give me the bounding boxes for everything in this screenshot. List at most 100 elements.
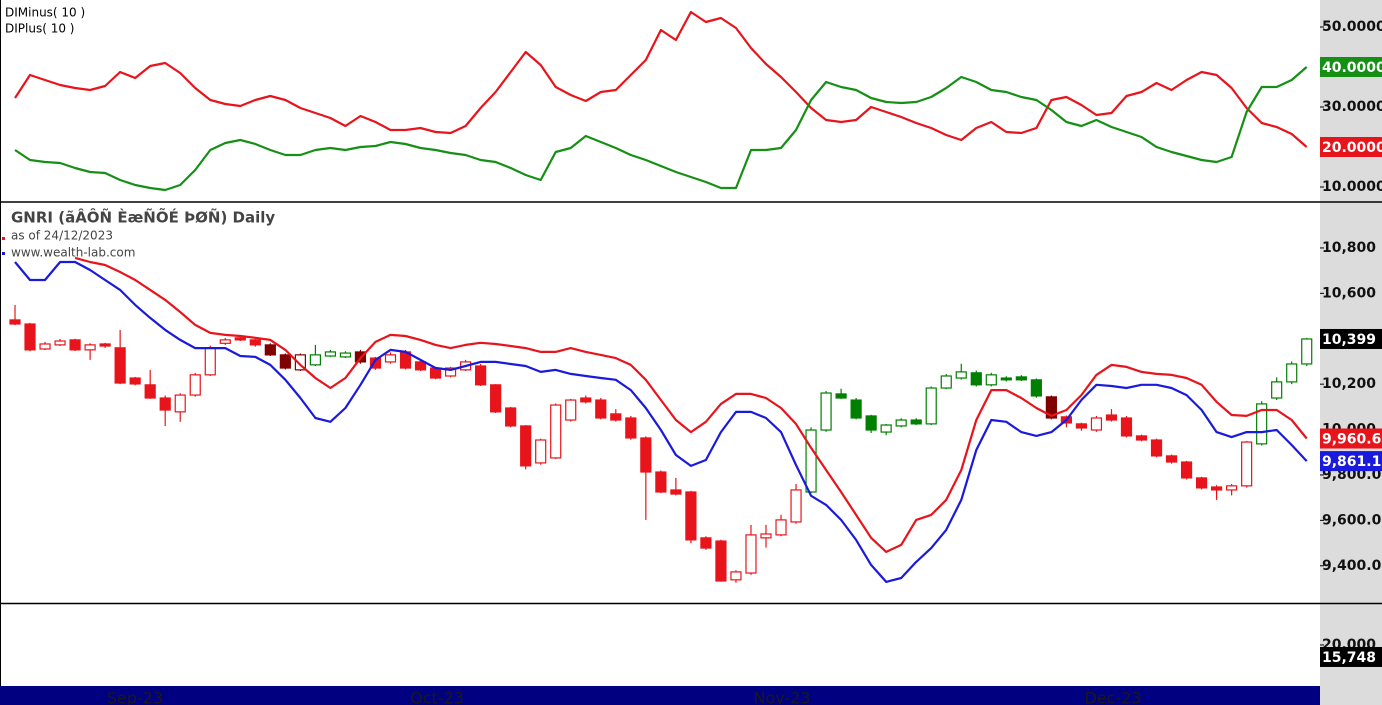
candle-body	[264, 344, 276, 356]
candle-body	[444, 367, 457, 377]
x-tick-label: Dec-23	[1084, 689, 1141, 705]
candle-body	[1030, 379, 1042, 397]
value-box	[1320, 646, 1382, 667]
candle-body	[339, 352, 352, 358]
candle-body	[910, 419, 922, 425]
candle-body	[895, 419, 907, 427]
candle-body	[955, 371, 967, 379]
candle-body	[1256, 403, 1268, 445]
candle-body	[309, 354, 321, 366]
candle-body	[580, 397, 592, 403]
chart-source: www.wealth-lab.com	[11, 246, 135, 260]
candle-body	[369, 357, 382, 369]
candle-body	[850, 399, 862, 419]
legend-marker	[2, 252, 5, 255]
candle-body	[610, 413, 622, 421]
candle-body	[159, 397, 171, 411]
date-bar	[0, 686, 1320, 705]
candle-body	[670, 489, 682, 495]
candle-body	[520, 425, 532, 467]
legend-marker	[2, 237, 5, 240]
candle-body	[880, 424, 892, 433]
candle-body	[384, 354, 397, 363]
candle-body	[625, 417, 637, 439]
candle-body	[129, 377, 141, 385]
candle-body	[820, 392, 832, 431]
chart-title: GNRI (ãÂÔÑ ÈæÑÕÉ ÞØÑ) Daily	[11, 208, 275, 227]
candle-body	[790, 489, 802, 523]
candle-body	[1301, 338, 1313, 365]
candle-body	[99, 343, 111, 347]
candle-body	[24, 323, 36, 351]
candle-body	[1150, 439, 1163, 457]
line-series	[74, 256, 1308, 553]
value-box-label: 20.0000	[1322, 140, 1382, 156]
candle-body	[9, 319, 21, 325]
candle-body	[535, 439, 547, 464]
candle-body	[39, 343, 51, 350]
candle-body	[985, 374, 997, 386]
candle-body	[1090, 417, 1103, 431]
candle-body	[279, 354, 291, 369]
candle-body	[1286, 363, 1298, 383]
candle-body	[1075, 423, 1088, 429]
line-series	[14, 10, 1308, 148]
candle-body	[700, 537, 712, 549]
candle-body	[1015, 376, 1027, 381]
candle-body	[114, 347, 126, 384]
candle-body	[550, 404, 562, 459]
candle-body	[760, 533, 772, 539]
candle-body	[865, 415, 877, 431]
candle-body	[174, 394, 186, 413]
candle-body	[414, 361, 427, 371]
candle-body	[1241, 441, 1253, 487]
y-tick-label: 10.0000	[1322, 179, 1382, 195]
candle-body	[1180, 461, 1193, 479]
candle-body	[1210, 486, 1223, 491]
axis-panel	[1320, 0, 1382, 705]
line-series	[14, 260, 1308, 583]
candle-body	[189, 374, 201, 396]
x-tick-label: Oct-23	[410, 689, 464, 705]
candle-body	[685, 491, 697, 541]
chart-subtitle: as of 24/12/2023	[11, 229, 113, 243]
candle-body	[324, 351, 337, 357]
candle-body	[1226, 485, 1238, 491]
y-tick-label: 30.0000	[1322, 99, 1382, 115]
x-tick-label: Nov-23	[754, 689, 811, 705]
candle-body	[940, 375, 952, 389]
candle-body	[249, 339, 261, 346]
value-box	[1320, 451, 1382, 472]
candle-body	[1045, 396, 1057, 419]
line-series	[14, 66, 1308, 192]
value-box-label: 15,748	[1322, 650, 1376, 666]
candle-body	[1105, 414, 1118, 421]
value-box	[1320, 328, 1382, 349]
candle-body	[490, 384, 502, 413]
candle-body	[234, 337, 246, 341]
candle-body	[219, 339, 231, 344]
candle-body	[730, 571, 742, 581]
candle-body	[1000, 377, 1012, 381]
y-tick-label: 10,200	[1322, 376, 1376, 392]
candle-body	[54, 340, 66, 346]
y-tick-label: 9,400.0	[1322, 558, 1382, 574]
candle-body	[294, 354, 306, 371]
candle-body	[655, 471, 667, 493]
value-box	[1320, 137, 1382, 157]
candle-body	[505, 407, 517, 427]
legend-entry: DIPlus( 10 )	[5, 22, 74, 36]
y-tick-label: 10,600	[1322, 285, 1376, 301]
candle-body	[84, 344, 96, 351]
y-tick-label: 50.0000	[1322, 19, 1382, 35]
value-box-label: 9,861.1	[1322, 454, 1381, 470]
x-tick-label: Sep-23	[107, 689, 163, 705]
value-box-label: 10,399	[1322, 332, 1376, 348]
candle-body	[565, 399, 577, 421]
candle-body	[204, 347, 216, 376]
candle-body	[745, 534, 757, 574]
candle-body	[69, 339, 81, 351]
value-box	[1320, 428, 1382, 449]
